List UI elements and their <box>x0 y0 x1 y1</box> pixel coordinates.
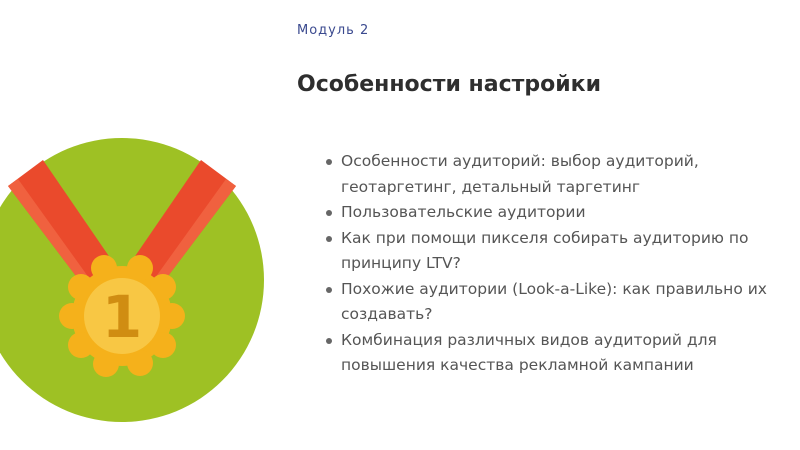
medal-face <box>84 278 160 354</box>
medal-number: 1 <box>102 283 142 351</box>
section-title: Особенности настройки <box>297 72 601 97</box>
ribbon-left-highlight <box>8 179 102 300</box>
medal-petal <box>93 351 119 377</box>
topic-item: Особенности аудиторий: выбор аудиторий, … <box>326 149 799 200</box>
medal-petal <box>150 274 176 300</box>
ribbon-right-highlight <box>142 179 236 300</box>
medal-petal <box>68 274 94 300</box>
topic-item: Похожие аудитории (Look-a-Like): как пра… <box>326 277 799 328</box>
medal-petal <box>127 350 153 376</box>
topic-item: Пользовательские аудитории <box>326 200 799 226</box>
topic-item: Как при помощи пикселя собирать аудитори… <box>326 226 799 277</box>
module-label: Модуль 2 <box>297 23 370 38</box>
topic-list: Особенности аудиторий: выбор аудиторий, … <box>326 149 799 379</box>
medal-petal <box>68 332 94 358</box>
medal-petal <box>91 255 117 281</box>
medal-petal <box>59 303 85 329</box>
medal-petal <box>159 303 185 329</box>
medal-illustration: 1 <box>0 138 264 422</box>
medal-petal <box>127 255 153 281</box>
medal-petal <box>150 332 176 358</box>
medal-icon: 1 <box>59 255 185 377</box>
topic-item: Комбинация различных видов аудиторий для… <box>326 328 799 379</box>
